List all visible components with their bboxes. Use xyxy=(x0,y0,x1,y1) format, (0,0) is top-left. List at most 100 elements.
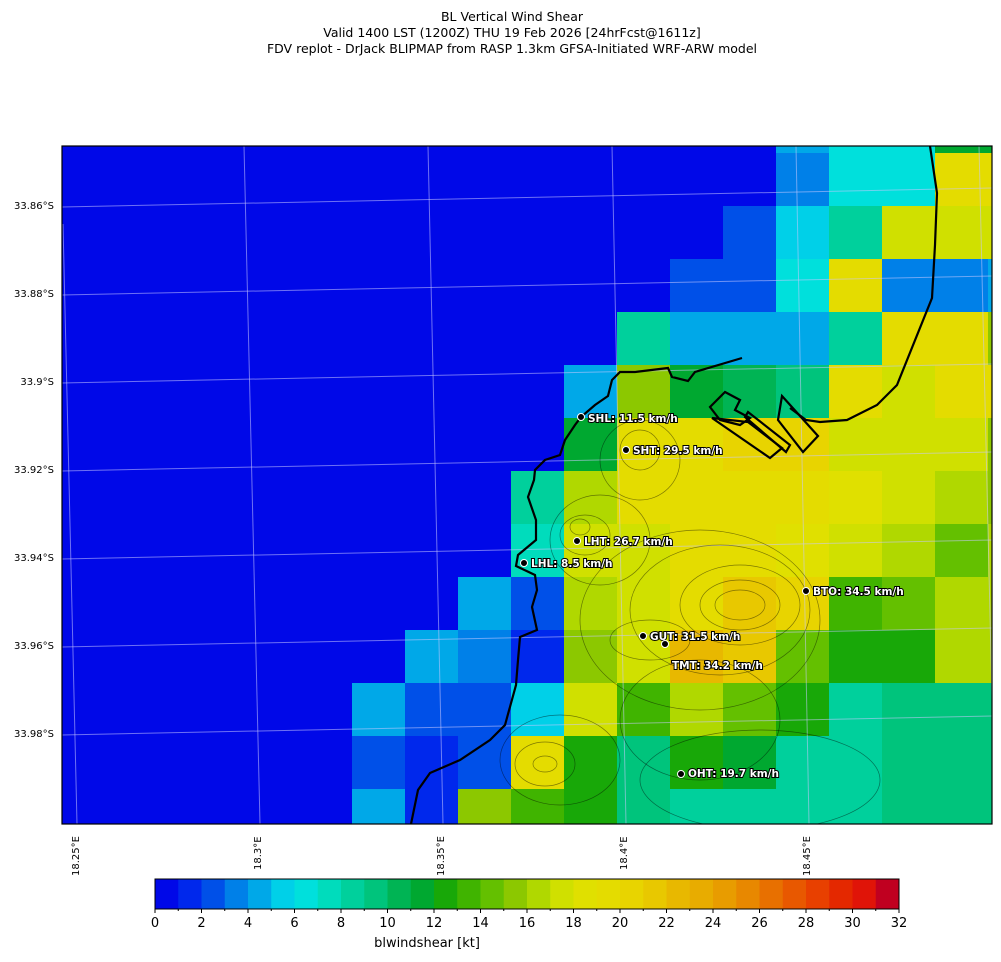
heatmap-cell xyxy=(564,789,618,824)
heatmap-cell xyxy=(617,153,671,207)
heatmap-cell xyxy=(988,736,992,790)
colorbar-tick-label: 16 xyxy=(518,916,536,931)
heatmap-cell xyxy=(564,418,618,472)
heatmap-cell xyxy=(829,630,883,684)
heatmap-cell xyxy=(988,630,992,684)
heatmap-cell xyxy=(935,683,989,737)
heatmap-cell xyxy=(87,683,141,737)
heatmap-cell xyxy=(299,630,353,684)
heatmap-cell xyxy=(988,524,992,578)
station-label: LHL: 8.5 km/h xyxy=(531,558,613,570)
colorbar-tick-label: 20 xyxy=(611,916,629,931)
heatmap-cell xyxy=(829,524,883,578)
heatmap-cell xyxy=(193,471,247,525)
colorbar-tick-label: 30 xyxy=(844,916,861,931)
plot-frame xyxy=(61,145,993,825)
colorbar-swatch xyxy=(620,879,644,909)
heatmap-cell xyxy=(299,736,353,790)
colorbar-tick-label: 18 xyxy=(565,916,582,931)
heatmap-cell xyxy=(564,259,618,313)
heatmap-cell xyxy=(935,736,989,790)
heatmap-cell xyxy=(352,789,406,824)
heatmap-cell xyxy=(458,146,512,154)
colorbar-tick-label: 14 xyxy=(472,916,489,931)
heatmap-cell xyxy=(776,312,830,366)
heatmap-cell xyxy=(829,312,883,366)
heatmap-cell xyxy=(988,683,992,737)
heatmap-cell xyxy=(140,259,194,313)
heatmap-cell xyxy=(405,683,459,737)
heatmap-cell xyxy=(87,418,141,472)
heatmap-cell xyxy=(617,146,671,154)
colorbar-swatch xyxy=(713,879,737,909)
chart-title: BL Vertical Wind Shear xyxy=(440,9,583,24)
heatmap-cell xyxy=(564,630,618,684)
heatmap-cell xyxy=(511,146,565,154)
heatmap-cell xyxy=(140,418,194,472)
heatmap-cell xyxy=(670,789,724,824)
heatmap-cell xyxy=(988,146,992,154)
heatmap-cell xyxy=(193,146,247,154)
colorbar-swatch xyxy=(550,879,574,909)
heatmap-cell xyxy=(617,736,671,790)
heatmap-cell xyxy=(776,418,830,472)
colorbar-swatch xyxy=(387,879,412,909)
heatmap-cell xyxy=(458,736,512,790)
heatmap-cell xyxy=(140,365,194,419)
heatmap-cell xyxy=(511,736,565,790)
heatmap-cell xyxy=(458,789,512,824)
heatmap-cell xyxy=(988,418,992,472)
colorbar-tick-label: 22 xyxy=(658,916,675,931)
heatmap-cell xyxy=(829,153,883,207)
heatmap-cell xyxy=(352,524,406,578)
station-marker xyxy=(577,413,585,421)
heatmap-cell xyxy=(352,630,406,684)
heatmap-cell xyxy=(988,789,992,824)
heatmap-cell xyxy=(670,736,724,790)
colorbar-swatch xyxy=(480,879,505,909)
heatmap-cell xyxy=(564,312,618,366)
heatmap-cell xyxy=(193,577,247,631)
heatmap-cell xyxy=(246,630,300,684)
heatmap-cell xyxy=(299,577,353,631)
heatmap-cell xyxy=(723,206,777,260)
colorbar-swatch xyxy=(829,879,853,909)
heatmap-cell xyxy=(87,206,141,260)
heatmap-cell xyxy=(829,471,883,525)
heatmap-cell xyxy=(670,365,724,419)
station-bto: BTO: 34.5 km/h xyxy=(802,585,905,599)
heatmap-cell xyxy=(935,312,989,366)
heatmap-cell xyxy=(299,418,353,472)
heatmap-cell xyxy=(776,153,830,207)
colorbar-swatch xyxy=(341,879,365,909)
heatmap-cell xyxy=(617,365,671,419)
heatmap-cell xyxy=(352,206,406,260)
heatmap-cell xyxy=(723,259,777,313)
heatmap-cell xyxy=(829,736,883,790)
colorbar-swatch xyxy=(736,879,760,909)
colorbar-swatch xyxy=(271,879,295,909)
heatmap-cell xyxy=(458,206,512,260)
heatmap-cell xyxy=(62,259,88,313)
heatmap-cell xyxy=(140,683,194,737)
heatmap-cell xyxy=(246,471,300,525)
terrain-contours xyxy=(499,419,881,824)
heatmap-cell xyxy=(299,259,353,313)
heatmap-cell xyxy=(511,577,565,631)
colorbar-tick-label: 0 xyxy=(150,916,160,931)
heatmap-cell xyxy=(617,577,671,631)
heatmap-cell xyxy=(193,630,247,684)
heatmap-cell xyxy=(776,524,830,578)
colorbar-swatch xyxy=(875,879,900,909)
heatmap-cell xyxy=(140,736,194,790)
heatmap-cell xyxy=(246,789,300,824)
heatmap-cell xyxy=(882,418,936,472)
heatmap-cell xyxy=(723,471,777,525)
heatmap-cell xyxy=(352,471,406,525)
heatmap-cell xyxy=(564,471,618,525)
station-marker xyxy=(622,446,630,454)
lat-label-6: 33.96°S xyxy=(14,641,54,652)
heatmap-cell xyxy=(87,789,141,824)
heatmap-cell xyxy=(405,736,459,790)
